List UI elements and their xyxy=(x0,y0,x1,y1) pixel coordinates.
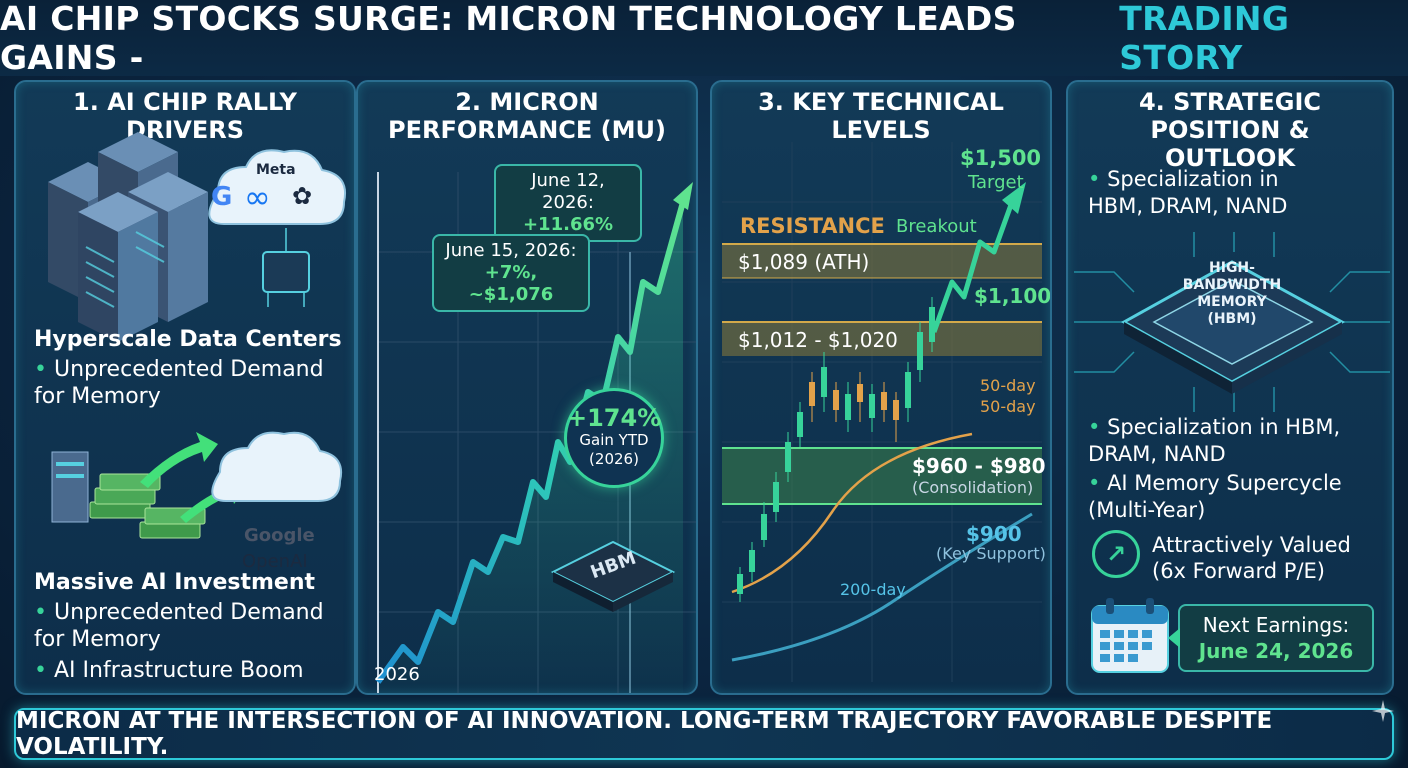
resistance-band-range xyxy=(722,322,1042,356)
ma50-label-1: 50-day xyxy=(980,376,1036,395)
target-value: $1,500 xyxy=(960,146,1042,170)
summary-text: MICRON AT THE INTERSECTION OF AI INNOVAT… xyxy=(16,708,1273,760)
gain-value: +174% xyxy=(567,404,662,432)
data-center-illustration xyxy=(48,132,346,342)
ma50-label-2: 50-day xyxy=(980,397,1036,416)
callout-date: June 12, 2026: xyxy=(531,170,605,213)
support-label: (Key Support) xyxy=(936,544,1046,563)
callout-value: +7%, ~$1,076 xyxy=(468,262,554,305)
sparkle-icon xyxy=(1372,700,1394,722)
calendar-icon xyxy=(1091,598,1169,673)
valuation-line1: Attractively Valued xyxy=(1152,533,1351,557)
section-investment-bullet-2: AI Infrastructure Boom xyxy=(34,657,344,684)
ma-200-line xyxy=(731,512,1033,662)
gain-label: Gain YTD xyxy=(579,431,649,449)
summary-banner: MICRON AT THE INTERSECTION OF AI INNOVAT… xyxy=(14,708,1394,760)
panel-title: 2. MICRON PERFORMANCE (MU) xyxy=(388,88,666,144)
bullet-supercycle: AI Memory Supercycle (Multi-Year) xyxy=(1088,470,1388,524)
gain-ytd-badge: +174% Gain YTD (2026) xyxy=(564,388,664,488)
caret-left-icon xyxy=(1168,628,1180,648)
page-title-main: AI CHIP STOCKS SURGE: MICRON TECHNOLOGY … xyxy=(0,0,1017,77)
hbm-chip-icon xyxy=(550,540,676,612)
x-axis-label: 2026 xyxy=(374,664,420,685)
server-mini-icon xyxy=(51,451,89,523)
section-investment-title: Massive AI Investment xyxy=(34,570,316,595)
section-investment-bullet-1: Unprecedented Demand for Memory xyxy=(34,599,334,653)
panel-technical-levels: 3. KEY TECHNICAL LEVELS xyxy=(710,80,1052,695)
range-level: $1,012 - $1,020 xyxy=(738,328,898,352)
page-title: AI CHIP STOCKS SURGE: MICRON TECHNOLOGY … xyxy=(0,0,1408,77)
callout-value: +11.66% xyxy=(522,214,614,235)
level-1100: $1,100 xyxy=(974,284,1052,308)
bullet-specialization: Specialization in HBM, DRAM, NAND xyxy=(1088,414,1388,468)
ath-level: $1,089 (ATH) xyxy=(738,250,870,274)
hbm-chip-illustration xyxy=(1074,232,1390,412)
panel-rally-drivers: 1. AI CHIP RALLY DRIVERS Meta G xyxy=(14,80,356,695)
cloud-icon xyxy=(211,431,342,502)
support-value: $900 xyxy=(966,522,1022,546)
callout-june-12: June 12, 2026: +11.66% xyxy=(494,164,642,242)
trend-up-icon: ↗ xyxy=(1092,530,1140,578)
meta-logo: Meta xyxy=(256,162,296,178)
earnings-date: June 24, 2026 xyxy=(1198,639,1354,663)
panel-title: 3. KEY TECHNICAL LEVELS xyxy=(758,88,1004,144)
section-hyperscale-title: Hyperscale Data Centers xyxy=(34,327,342,352)
google-logo: Google xyxy=(244,525,315,546)
section-hyperscale-bullet: Unprecedented Demand for Memory xyxy=(34,356,334,410)
page-title-accent: TRADING STORY xyxy=(1119,0,1290,77)
consolidation-value: $960 - $980 xyxy=(912,454,1046,478)
openai-knot-icon: ✿ xyxy=(292,182,313,210)
top-bullet: Specialization in HBM, DRAM, NAND xyxy=(1088,166,1338,220)
hbm-chip-label: HIGH-BANDWIDTH MEMORY (HBM) xyxy=(1182,260,1282,327)
meta-infinity-icon: ∞ xyxy=(244,178,271,216)
gain-year: (2026) xyxy=(589,450,639,468)
consolidation-label: (Consolidation) xyxy=(912,478,1034,497)
technical-chart xyxy=(722,142,1042,682)
resistance-label: RESISTANCE xyxy=(740,214,885,238)
breakout-arrow xyxy=(931,201,1015,333)
candlesticks xyxy=(737,297,935,602)
panel-strategic-position: 4. STRATEGIC POSITION & OUTLOOK Speciali… xyxy=(1066,80,1394,695)
openai-logo: OpenAI xyxy=(242,551,308,572)
cloud-icon xyxy=(208,149,346,225)
server-rack-icon xyxy=(48,132,208,342)
breakout-label: Breakout xyxy=(896,216,977,237)
ma-50-line xyxy=(731,432,973,594)
earnings-label: Next Earnings: xyxy=(1202,613,1350,637)
ai-investment-illustration xyxy=(51,431,342,539)
target-label: Target xyxy=(968,172,1024,193)
next-earnings-box: Next Earnings: June 24, 2026 xyxy=(1178,604,1374,672)
panel-micron-performance: 2. MICRON PERFORMANCE (MU) xyxy=(356,80,698,695)
valuation-line2: (6x Forward P/E) xyxy=(1152,559,1325,583)
callout-june-15: June 15, 2026: +7%, ~$1,076 xyxy=(432,234,590,312)
panel-title: 1. AI CHIP RALLY DRIVERS xyxy=(73,88,297,144)
panel-title: 4. STRATEGIC POSITION & OUTLOOK xyxy=(1138,88,1322,172)
ma200-label: 200-day xyxy=(840,580,906,599)
callout-date: June 15, 2026: xyxy=(445,240,577,261)
google-g-icon: G xyxy=(211,182,233,212)
